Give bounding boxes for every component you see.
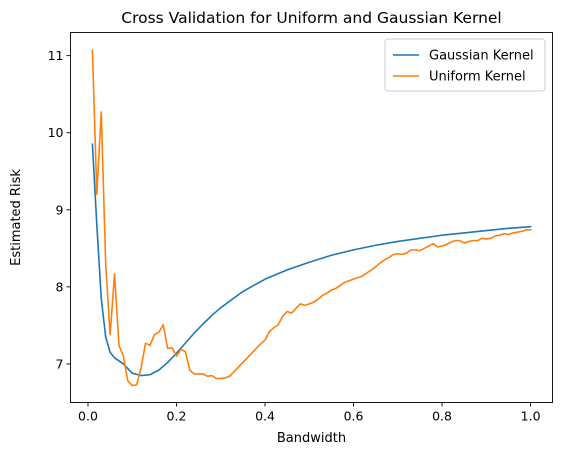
y-tick-label: 11: [48, 48, 64, 63]
x-axis-title: Bandwidth: [277, 431, 346, 446]
x-tick-label: 0.6: [344, 409, 364, 424]
plot-area: [91, 49, 532, 387]
x-tick-label: 0.0: [78, 409, 98, 424]
y-axis-title: Estimated Risk: [9, 169, 24, 266]
series-line-gaussian-kernel: [91, 143, 532, 377]
y-tick-label: 8: [56, 279, 64, 294]
x-axis: 0.0 0.2 0.4 0.6 0.8 1.0: [78, 402, 541, 424]
y-tick-label: 10: [48, 125, 64, 140]
legend-label: Uniform Kernel: [429, 70, 526, 85]
y-tick-label: 7: [56, 356, 64, 371]
legend: Gaussian Kernel Uniform Kernel: [384, 38, 546, 92]
y-axis: 7 8 9 10 11: [48, 48, 71, 371]
x-tick-label: 0.4: [255, 409, 275, 424]
x-tick-label: 0.2: [167, 409, 187, 424]
y-tick-label: 9: [56, 202, 64, 217]
x-tick-label: 1.0: [521, 409, 541, 424]
axes-frame: [70, 32, 553, 403]
x-tick-label: 0.8: [432, 409, 452, 424]
chart-title: Cross Validation for Uniform and Gaussia…: [121, 9, 501, 27]
legend-box: [384, 38, 546, 92]
series-line-uniform-kernel: [91, 49, 532, 387]
legend-label: Gaussian Kernel: [429, 49, 534, 64]
